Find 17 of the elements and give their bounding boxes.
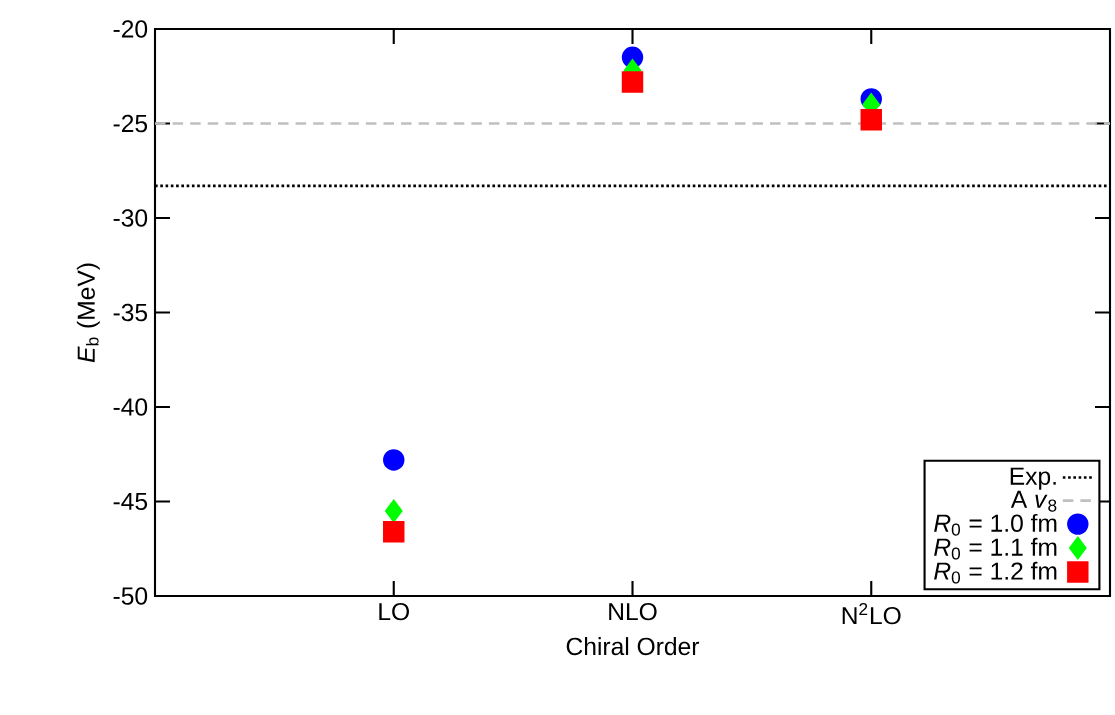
- legend-label: A v$_{8}$: [1010, 490, 1057, 512]
- x-axis-title: Chiral Order: [566, 637, 700, 656]
- legend-label: Exp.: [1010, 467, 1056, 490]
- y-tick-label: -50: [113, 587, 148, 605]
- y-tick-label: -20: [113, 20, 148, 38]
- y-tick-label: -45: [113, 492, 148, 511]
- y-tick-label: -35: [113, 303, 148, 322]
- x-tick-label: N$^{2}$LO: [842, 602, 901, 625]
- y-tick-label: -40: [113, 398, 148, 416]
- y-tick-label: -30: [113, 209, 148, 227]
- legend-label: R$_{0}$ = 1.0 fm: [934, 513, 1057, 536]
- y-tick-label: -25: [113, 114, 148, 133]
- x-tick-label: NLO: [609, 602, 657, 621]
- x-tick-label: LO: [379, 602, 409, 621]
- y-axis-title: E$_{b}$ (MeV): [76, 263, 100, 363]
- legend-label: R$_{0}$ = 1.2 fm: [934, 561, 1057, 584]
- legend-label: R$_{0}$ = 1.1 fm: [934, 537, 1057, 560]
